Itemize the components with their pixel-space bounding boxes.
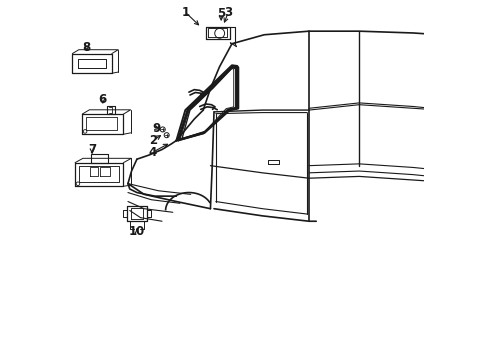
Text: 10: 10: [128, 225, 145, 238]
Text: 6: 6: [99, 93, 107, 106]
Text: 8: 8: [82, 41, 91, 54]
Text: 9: 9: [152, 122, 161, 135]
Text: 3: 3: [224, 6, 232, 19]
Text: 2: 2: [149, 134, 157, 147]
Text: 1: 1: [181, 6, 189, 19]
Text: 4: 4: [149, 145, 157, 158]
Text: 7: 7: [88, 143, 96, 156]
Text: 5: 5: [217, 7, 225, 20]
